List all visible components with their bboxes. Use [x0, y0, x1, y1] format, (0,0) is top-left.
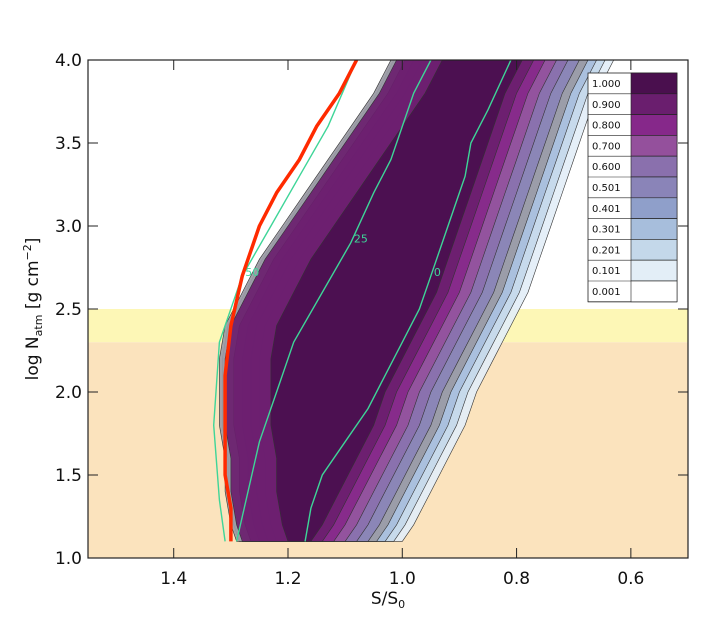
y-tick-label: 2.5 — [55, 300, 82, 320]
y-tick-label: 2.0 — [55, 383, 82, 403]
axis-ticks: 1.4 1.2 1.0 0.8 0.6 1.0 1.5 2.0 2.5 3.0 3.5 4.0 — [55, 51, 688, 589]
probability-band-0 — [270, 60, 523, 542]
legend-swatch — [630, 155, 678, 178]
legend-label: 0.501 — [592, 183, 621, 194]
x-tick-label: 1.0 — [389, 569, 416, 589]
legend-swatch — [630, 280, 678, 303]
legend-label: 0.800 — [592, 121, 621, 132]
legend-swatch — [630, 239, 678, 261]
legend-label: 0.301 — [592, 225, 621, 236]
legend-label: 0.001 — [592, 287, 621, 298]
y-tick-label: 4.0 — [55, 51, 82, 71]
legend-swatch — [630, 93, 678, 115]
legend-swatch — [630, 72, 678, 95]
legend-label: 0.700 — [592, 141, 621, 152]
legend-label: 1.000 — [592, 79, 621, 90]
legend-swatch — [630, 218, 678, 240]
x-tick-label: 1.4 — [160, 569, 187, 589]
y-tick-label: 1.5 — [55, 466, 82, 486]
x-tick-label: 1.2 — [274, 569, 301, 589]
x-axis-title: S/S0 — [371, 589, 405, 611]
contour-label-0: 0 — [434, 266, 441, 279]
contour-lines: 0 25 50 — [212, 60, 512, 542]
legend-swatch — [630, 114, 678, 136]
legend-swatch — [630, 176, 678, 199]
y-tick-label: 3.0 — [55, 217, 82, 237]
legend-swatch — [630, 259, 678, 282]
legend-label: 0.900 — [592, 100, 621, 111]
colorbar-legend: 1.000 0.900 0.800 0.700 0.600 0.501 0.401 0.301… — [587, 72, 678, 303]
threshold-red-line — [223, 60, 359, 542]
y-tick-label: 3.5 — [55, 134, 82, 154]
probability-region — [219, 60, 615, 542]
contour-label-25: 25 — [354, 233, 368, 246]
y-axis-title: log Natm [g cm−2] — [21, 238, 45, 381]
contour-line-25 — [235, 60, 432, 542]
legend-label: 0.201 — [592, 245, 621, 256]
y-tick-label: 1.0 — [55, 549, 82, 569]
legend-swatch — [630, 197, 678, 219]
legend-label: 0.401 — [592, 204, 621, 215]
contour-label-50: 50 — [245, 266, 259, 279]
x-tick-label: 0.6 — [617, 569, 644, 589]
legend-label: 0.101 — [592, 266, 621, 277]
legend-label: 0.600 — [592, 162, 621, 173]
contour-line-0 — [304, 60, 512, 542]
legend-swatch — [630, 135, 678, 157]
x-tick-label: 0.8 — [503, 569, 530, 589]
